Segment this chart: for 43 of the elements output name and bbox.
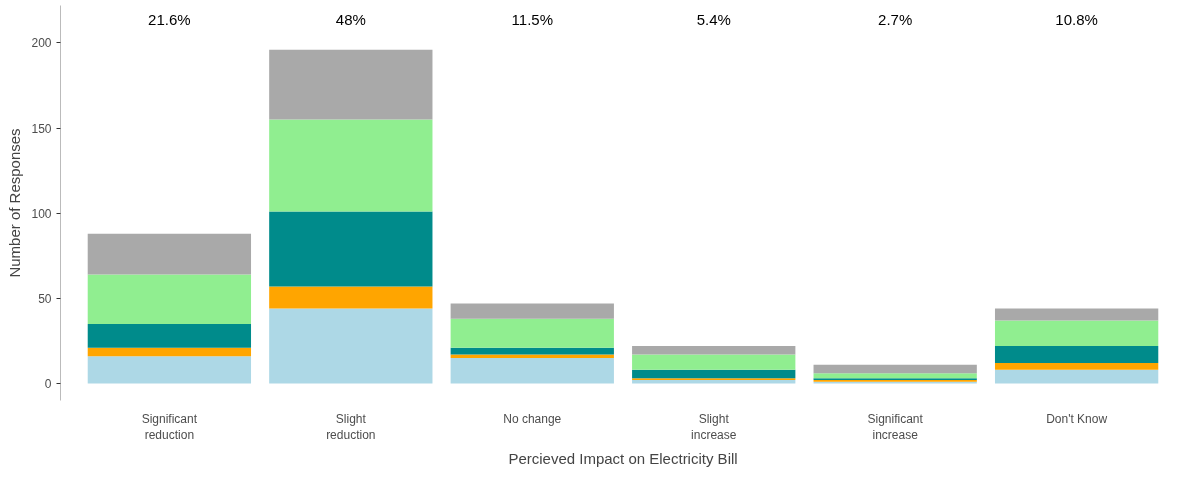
bar (87, 233, 252, 275)
bar (994, 369, 1159, 384)
bar (813, 364, 977, 374)
bar (269, 211, 433, 287)
x-axis-title: Percieved Impact on Electricity Bill (508, 450, 738, 468)
bar (87, 347, 252, 357)
annotation: 2.7% (878, 11, 913, 28)
y-tick-label: 150 (31, 121, 52, 136)
bar (269, 119, 433, 212)
x-tick-label: Don't Know (1046, 411, 1108, 426)
x-tick-label: Significant increase (867, 411, 924, 443)
bar (87, 356, 252, 384)
annotation: 5.4% (696, 11, 731, 28)
y-axis-title: Number of Responses (6, 128, 24, 278)
bar (450, 303, 614, 319)
y-tick-label: 200 (31, 36, 52, 51)
annotation: 21.6% (148, 11, 191, 28)
y-tick-label: 100 (31, 206, 52, 221)
x-tick-label: Slight increase (691, 411, 737, 443)
bar (994, 320, 1159, 347)
bar (269, 49, 433, 120)
bar (632, 354, 796, 370)
annotation: 48% (335, 11, 366, 28)
bar (632, 369, 796, 379)
bar (269, 286, 433, 309)
bar (813, 373, 977, 379)
x-tick-label: No change (503, 411, 562, 426)
bar (450, 357, 614, 384)
bar (450, 318, 614, 348)
bar (450, 347, 614, 355)
annotation: 11.5% (511, 11, 553, 28)
annotation: 10.8% (1055, 11, 1098, 28)
y-tick-label: 50 (38, 291, 52, 306)
bar (994, 363, 1159, 370)
x-tick-label: Significant reduction (141, 411, 198, 443)
bar (994, 308, 1159, 321)
bar (87, 274, 252, 324)
bar (87, 323, 252, 348)
y-tick-label: 0 (44, 376, 52, 391)
bar (632, 346, 796, 355)
bar (994, 346, 1159, 364)
x-tick-label: Slight reduction (326, 411, 376, 443)
bar (269, 308, 433, 384)
